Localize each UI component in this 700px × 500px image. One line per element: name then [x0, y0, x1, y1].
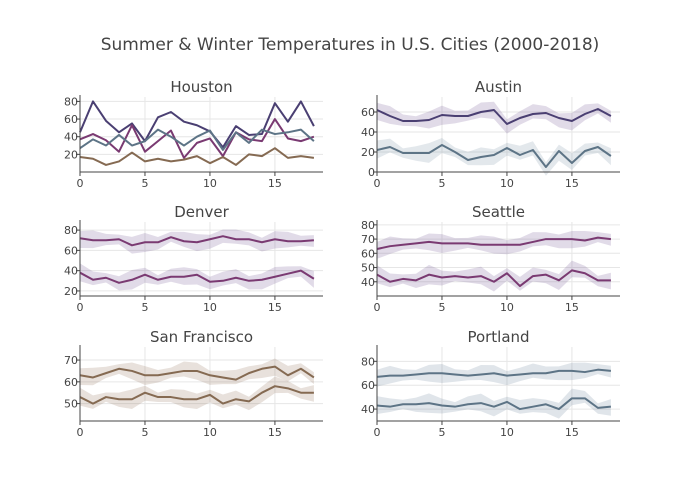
x-tick-label: 15 [565, 301, 579, 314]
subplot-title: Seattle [472, 203, 525, 221]
y-tick-label: 50 [64, 398, 78, 411]
x-tick-label: 15 [565, 177, 579, 190]
confidence-band [377, 388, 611, 419]
y-tick-label: 80 [361, 355, 375, 368]
y-tick-label: 20 [64, 148, 78, 161]
x-tick-label: 0 [77, 177, 84, 190]
confidence-band [377, 101, 611, 134]
x-tick-label: 10 [203, 177, 217, 190]
series-line [79, 118, 315, 159]
series-line [376, 269, 611, 288]
y-tick-label: 40 [64, 131, 78, 144]
x-tick-label: 10 [203, 426, 217, 439]
confidence-band [377, 362, 611, 387]
y-tick-label: 40 [361, 126, 375, 139]
subplot-title: Houston [170, 78, 232, 96]
x-tick-label: 5 [141, 426, 148, 439]
series-line [79, 385, 314, 405]
series-line [79, 147, 315, 166]
y-tick-label: 20 [64, 285, 78, 298]
y-tick-label: 80 [64, 95, 78, 108]
figure-title: Summer & Winter Temperatures in U.S. Cit… [101, 35, 600, 55]
subplot-houston: Houston 20 40 60 80 0 5 10 15 [64, 78, 323, 190]
series-line [79, 128, 315, 151]
y-tick-label: 40 [64, 265, 78, 278]
y-tick-label: 50 [361, 262, 375, 275]
series-line [376, 368, 611, 378]
subplot-title: Austin [475, 78, 522, 96]
x-tick-label: 0 [374, 426, 381, 439]
y-tick-label: 20 [361, 146, 375, 159]
subplot-portland: Portland 40 60 80 0 5 10 15 [361, 328, 620, 439]
series-line [79, 100, 315, 149]
y-tick-label: 80 [64, 224, 78, 237]
confidence-band [80, 263, 314, 291]
y-tick-label: 60 [64, 244, 78, 257]
y-tick-label: 80 [361, 219, 375, 232]
y-tick-label: 60 [64, 376, 78, 389]
subplot-austin: Austin 0 20 40 60 0 5 10 15 [361, 78, 620, 190]
x-tick-label: 10 [203, 301, 217, 314]
subplot-title: San Francisco [150, 328, 253, 346]
y-tick-label: 70 [64, 354, 78, 367]
x-tick-label: 0 [77, 426, 84, 439]
series-line [79, 269, 315, 284]
subplot-san-francisco: San Francisco 50 60 70 0 5 10 15 [64, 328, 323, 439]
y-tick-label: 60 [361, 106, 375, 119]
x-tick-label: 0 [77, 301, 84, 314]
y-tick-label: 40 [361, 403, 375, 416]
x-tick-label: 0 [374, 177, 381, 190]
y-tick-label: 60 [361, 247, 375, 260]
y-tick-label: 70 [361, 233, 375, 246]
x-tick-label: 0 [374, 301, 381, 314]
x-tick-label: 5 [141, 177, 148, 190]
subplot-title: Portland [467, 328, 529, 346]
subplot-grid: Houston 20 40 60 80 0 5 10 15 Austin 0 20 40 60 0 5 10 15… [64, 78, 620, 439]
series-line [376, 144, 612, 168]
x-tick-label: 15 [268, 177, 282, 190]
confidence-band [377, 138, 611, 176]
x-tick-label: 5 [141, 301, 148, 314]
x-tick-label: 10 [500, 301, 514, 314]
series-line [376, 397, 611, 411]
series-line [79, 235, 314, 247]
x-tick-label: 15 [268, 301, 282, 314]
x-tick-label: 5 [438, 301, 445, 314]
x-tick-label: 5 [438, 177, 445, 190]
x-tick-label: 5 [438, 426, 445, 439]
series-line [79, 365, 315, 381]
x-tick-label: 10 [500, 177, 514, 190]
x-tick-label: 10 [500, 426, 514, 439]
y-tick-label: 40 [361, 276, 375, 289]
series-line [376, 108, 612, 125]
y-tick-label: 60 [64, 113, 78, 126]
y-tick-label: 0 [368, 166, 375, 179]
confidence-band [377, 260, 611, 292]
y-tick-label: 60 [361, 379, 375, 392]
x-tick-label: 15 [268, 426, 282, 439]
subplot-denver: Denver 20 40 60 80 0 5 10 15 [64, 203, 323, 314]
subplot-title: Denver [174, 203, 229, 221]
series-line [376, 236, 612, 251]
confidence-band [80, 376, 314, 411]
x-tick-label: 15 [565, 426, 579, 439]
